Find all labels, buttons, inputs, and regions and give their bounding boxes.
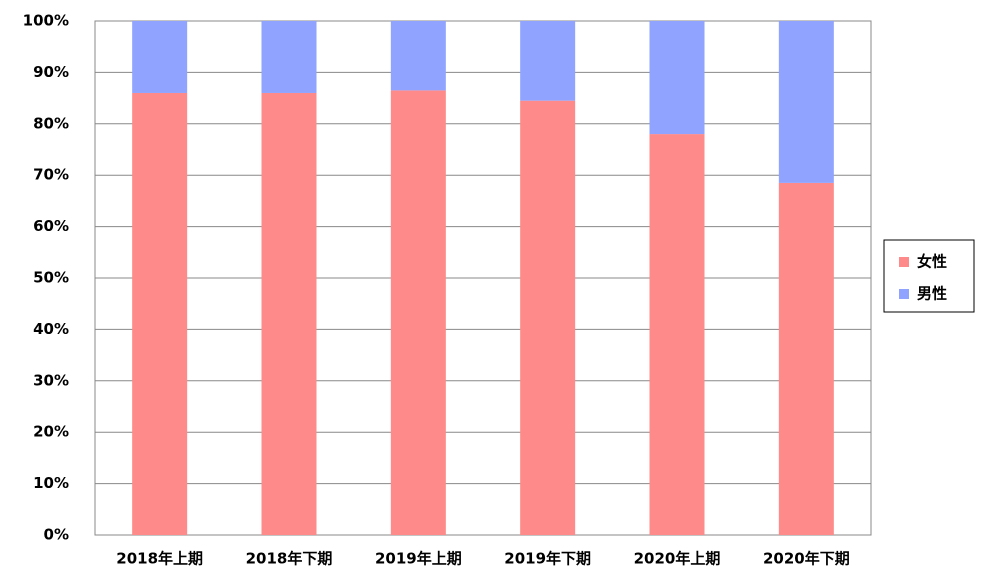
y-tick-label: 100% — [23, 12, 69, 30]
bar-segment — [261, 21, 317, 93]
bar-segment — [390, 21, 446, 91]
x-tick-label: 2018年上期 — [116, 550, 203, 568]
y-tick-label: 80% — [33, 114, 69, 132]
x-tick-label: 2019年下期 — [504, 550, 591, 568]
y-tick-label: 70% — [33, 166, 69, 184]
y-tick-label: 10% — [33, 474, 69, 492]
bar-segment — [261, 92, 317, 536]
y-tick-label: 0% — [44, 526, 69, 544]
x-tick-label: 2019年上期 — [375, 550, 462, 568]
legend-swatch — [899, 257, 909, 267]
x-tick-label: 2020年上期 — [634, 550, 721, 568]
y-tick-label: 60% — [33, 217, 69, 235]
x-tick-label: 2020年下期 — [763, 550, 850, 568]
bar-segment — [520, 100, 576, 536]
legend-label: 男性 — [917, 285, 947, 303]
bar-segment — [132, 92, 188, 536]
legend-swatch — [899, 289, 909, 299]
bar-segment — [132, 21, 188, 93]
x-tick-label: 2018年下期 — [246, 550, 333, 568]
bar-segment — [520, 21, 576, 101]
y-tick-label: 50% — [33, 269, 69, 287]
bar-segment — [778, 21, 834, 183]
bar-segment — [778, 182, 834, 535]
legend-box — [883, 239, 975, 313]
y-tick-label: 40% — [33, 320, 69, 338]
bar-segment — [649, 134, 705, 535]
legend-label: 女性 — [917, 253, 947, 271]
bar-segment — [649, 21, 705, 135]
y-tick-label: 90% — [33, 63, 69, 81]
y-tick-label: 30% — [33, 371, 69, 389]
bar-segment — [390, 90, 446, 535]
y-tick-label: 20% — [33, 423, 69, 441]
